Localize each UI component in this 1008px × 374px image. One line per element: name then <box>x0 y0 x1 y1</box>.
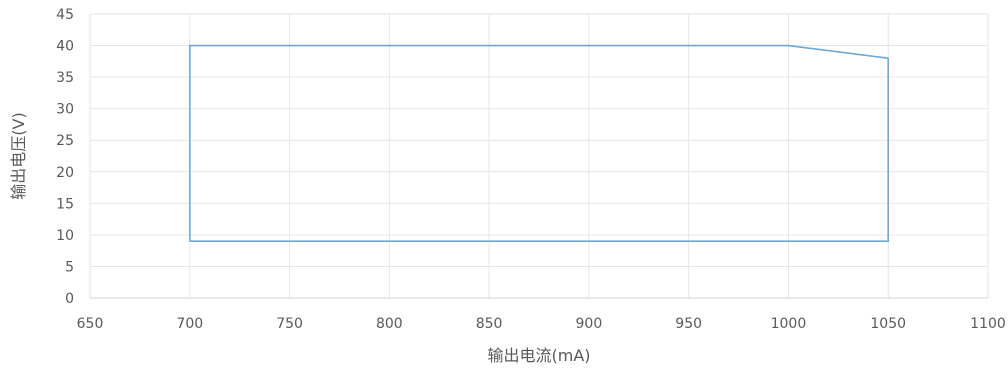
y-tick-label: 35 <box>56 70 74 86</box>
x-tick-label: 1050 <box>870 316 906 332</box>
x-tick-label: 900 <box>576 316 603 332</box>
y-tick-label: 45 <box>56 7 74 23</box>
x-tick-label: 1000 <box>771 316 807 332</box>
y-tick-label: 5 <box>65 259 74 275</box>
x-tick-label: 700 <box>176 316 203 332</box>
y-tick-label: 30 <box>56 102 74 118</box>
x-tick-label: 1100 <box>970 316 1006 332</box>
y-axis-title: 输出电压(V) <box>9 112 28 199</box>
y-tick-label: 20 <box>56 165 74 181</box>
tick-labels: 0 5 10 15 20 25 30 35 40 45 650 700 750 800 850 900 950 1… <box>56 7 1006 332</box>
y-tick-label: 10 <box>56 228 74 244</box>
x-tick-label: 750 <box>276 316 303 332</box>
x-tick-label: 850 <box>476 316 503 332</box>
x-tick-label: 650 <box>77 316 104 332</box>
y-tick-label: 25 <box>56 133 74 149</box>
y-tick-label: 0 <box>65 291 74 307</box>
y-tick-label: 40 <box>56 39 74 55</box>
series-line <box>189 44 889 242</box>
x-tick-label: 800 <box>376 316 403 332</box>
x-axis-title: 输出电流(mA) <box>487 346 590 365</box>
x-tick-label: 950 <box>675 316 702 332</box>
y-tick-label: 15 <box>56 196 74 212</box>
grid <box>89 13 989 298</box>
series <box>189 44 889 242</box>
